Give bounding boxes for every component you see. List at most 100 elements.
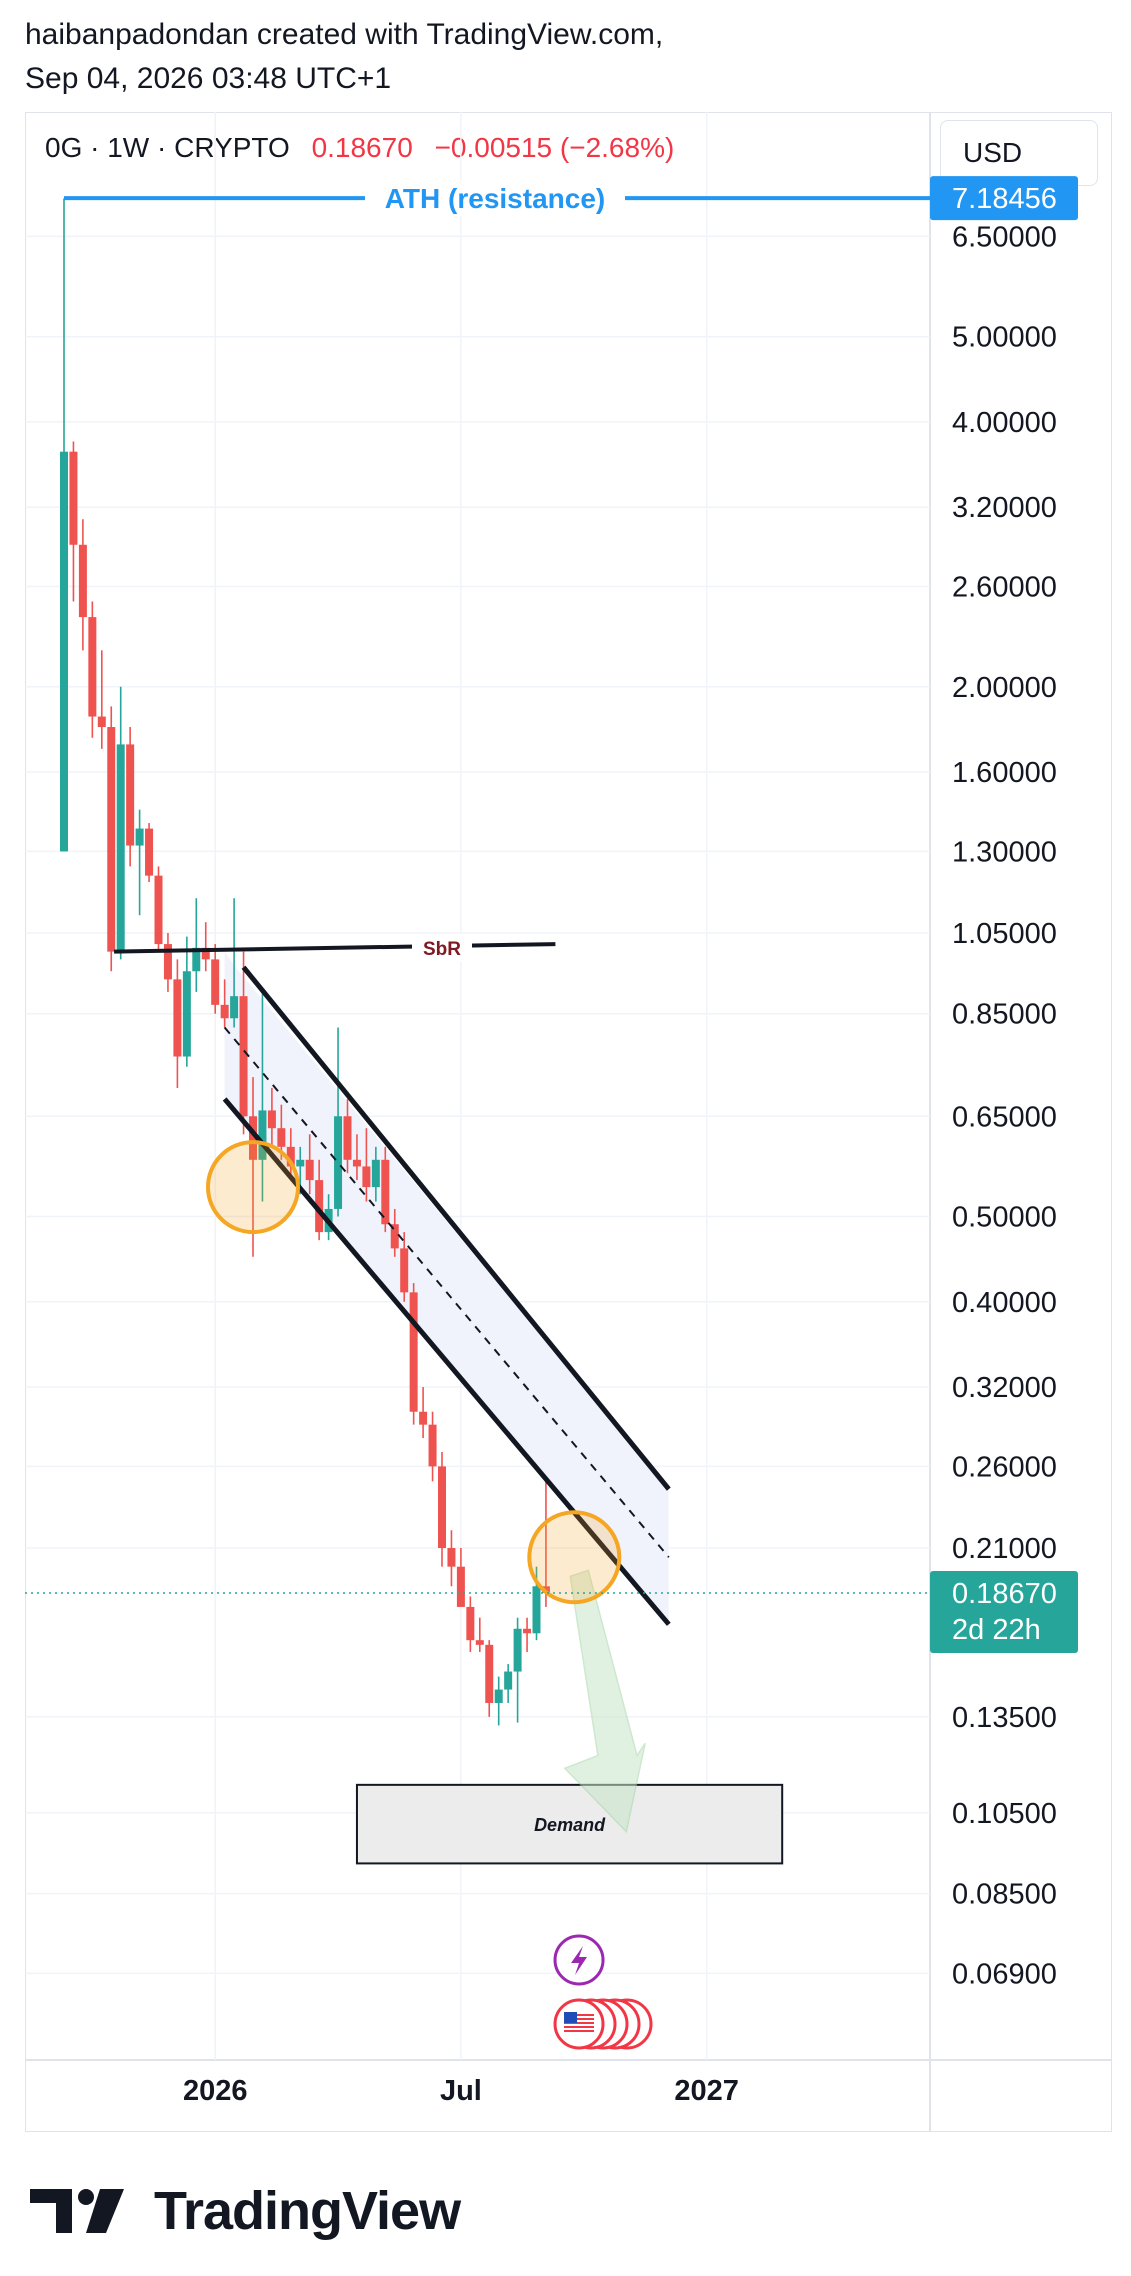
candle-body bbox=[343, 1116, 352, 1160]
tradingview-logo[interactable]: TradingView bbox=[30, 2180, 461, 2242]
candle bbox=[475, 1617, 484, 1652]
candle-body bbox=[381, 1159, 390, 1225]
ath-price-badge bbox=[930, 176, 1078, 221]
candle-body bbox=[419, 1411, 428, 1425]
candle-body bbox=[201, 947, 210, 960]
candle-body bbox=[466, 1606, 475, 1641]
y-tick-label: 1.05000 bbox=[952, 918, 1057, 950]
candle bbox=[381, 1146, 390, 1233]
candle bbox=[305, 1134, 314, 1195]
candle-body bbox=[163, 944, 172, 980]
y-tick-label: 0.10500 bbox=[952, 1798, 1057, 1830]
candle-body bbox=[126, 744, 135, 846]
candle-body bbox=[88, 617, 97, 717]
candle bbox=[192, 898, 201, 992]
candle bbox=[249, 1077, 257, 1257]
candle bbox=[428, 1411, 437, 1482]
candle bbox=[267, 1087, 276, 1147]
candle-body bbox=[371, 1159, 380, 1188]
lightning-glyph bbox=[571, 1946, 588, 1975]
symbol-name[interactable]: 0G · 1W · CRYPTO bbox=[45, 132, 290, 163]
candle bbox=[107, 706, 116, 972]
candle-body bbox=[456, 1566, 465, 1607]
candle bbox=[334, 1027, 343, 1217]
candle bbox=[145, 823, 154, 882]
last-price-label: 0.18670 bbox=[952, 1578, 1057, 1610]
price-chart[interactable]: 6.50000 5.00000 4.00000 3.20000 2.60000 2.000… bbox=[0, 0, 1131, 2150]
candle-body bbox=[438, 1466, 446, 1549]
candle-body bbox=[390, 1224, 399, 1249]
highlight-circle bbox=[527, 1510, 622, 1605]
flag-stripe bbox=[564, 2014, 595, 2016]
candle-body bbox=[60, 451, 68, 852]
candle bbox=[438, 1451, 446, 1567]
candle-body bbox=[145, 828, 154, 876]
candle bbox=[409, 1283, 418, 1425]
candle-body bbox=[135, 828, 144, 846]
y-tick-label: 1.30000 bbox=[952, 836, 1057, 868]
ath-price-label: 7.18456 bbox=[952, 183, 1057, 215]
candle bbox=[182, 936, 191, 1067]
candle bbox=[523, 1617, 532, 1652]
candle bbox=[513, 1617, 522, 1723]
y-tick-label: 2.60000 bbox=[952, 572, 1057, 604]
candle-body bbox=[107, 727, 116, 952]
candle bbox=[371, 1146, 380, 1202]
candle-body bbox=[211, 959, 220, 1005]
chart-author-line: haibanpadondan created with TradingView.… bbox=[25, 18, 664, 51]
candle bbox=[343, 1099, 352, 1174]
lightning-event-icon[interactable] bbox=[553, 1934, 605, 1986]
y-tick-label: 5.00000 bbox=[952, 322, 1057, 354]
candle-body bbox=[69, 451, 78, 545]
candle-body bbox=[475, 1640, 484, 1645]
candle bbox=[126, 727, 135, 867]
channel-upper-line bbox=[241, 965, 671, 1491]
sbr-line bbox=[114, 942, 556, 954]
candle bbox=[419, 1387, 428, 1439]
y-tick-label: 0.40000 bbox=[952, 1287, 1057, 1319]
candle-body bbox=[409, 1292, 418, 1412]
flag-stripe bbox=[564, 2022, 595, 2024]
flag-canton bbox=[564, 2012, 578, 2023]
y-tick-label: 0.26000 bbox=[952, 1451, 1057, 1483]
demand-label: Demand bbox=[534, 1815, 606, 1835]
bar-countdown-label: 2d 22h bbox=[952, 1614, 1041, 1646]
candle-body bbox=[249, 1116, 257, 1160]
candle-body bbox=[116, 744, 125, 952]
candle bbox=[154, 866, 163, 952]
demand-zone bbox=[355, 1783, 784, 1865]
candle-body bbox=[296, 1159, 305, 1167]
candle-body bbox=[258, 1110, 267, 1160]
y-tick-label: 6.50000 bbox=[952, 221, 1057, 253]
candle-body bbox=[334, 1116, 343, 1209]
candle bbox=[97, 650, 106, 749]
candle-body bbox=[494, 1689, 503, 1703]
candle bbox=[60, 198, 68, 852]
candle bbox=[163, 932, 172, 992]
candle bbox=[504, 1664, 513, 1703]
candle bbox=[239, 951, 248, 1135]
x-tick-label: 2026 bbox=[183, 2075, 248, 2107]
last-price: 0.18670 bbox=[311, 132, 413, 163]
candle-body bbox=[523, 1628, 532, 1634]
ath-label-bg bbox=[365, 180, 625, 217]
candle bbox=[352, 1134, 361, 1181]
y-tick-label: 0.85000 bbox=[952, 999, 1057, 1031]
candle-body bbox=[362, 1166, 371, 1188]
candle bbox=[286, 1128, 295, 1181]
candle-body bbox=[277, 1128, 286, 1147]
candle bbox=[230, 898, 239, 1028]
candle-body bbox=[97, 716, 106, 728]
candle bbox=[78, 519, 87, 651]
candle bbox=[315, 1159, 324, 1241]
candle-body bbox=[286, 1146, 295, 1167]
candle-body bbox=[532, 1586, 541, 1634]
symbol-legend: 0G · 1W · CRYPTO 0.18670 −0.00515 (−2.68… bbox=[45, 132, 674, 164]
flag-stripe bbox=[564, 2026, 595, 2028]
sbr-label-bg bbox=[412, 933, 472, 962]
y-tick-label: 0.06900 bbox=[952, 1958, 1057, 1990]
currency-selector[interactable]: USD bbox=[940, 120, 1098, 186]
brand-name: TradingView bbox=[154, 2181, 461, 2241]
candle bbox=[485, 1640, 494, 1717]
us-flag-event-icon[interactable] bbox=[553, 1998, 653, 2050]
